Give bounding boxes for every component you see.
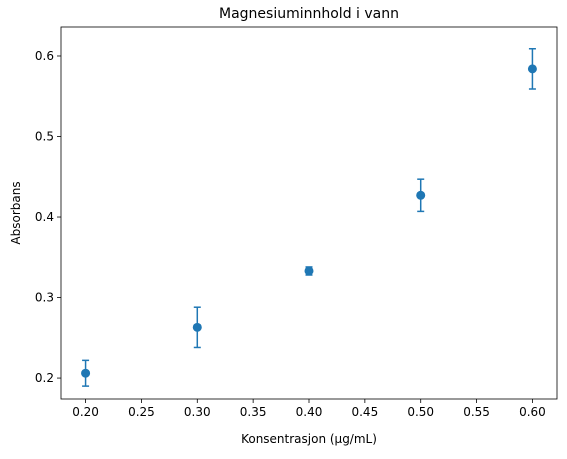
x-tick-label: 0.20 (72, 405, 99, 419)
y-axis-label: Absorbans (9, 181, 23, 244)
x-tick-label: 0.35 (240, 405, 267, 419)
x-tick-label: 0.40 (296, 405, 323, 419)
plot-frame (60, 26, 558, 400)
data-point (527, 64, 537, 74)
y-tick-label: 0.3 (35, 291, 54, 305)
x-tick-label: 0.60 (519, 405, 546, 419)
x-axis-label: Konsentrasjon (μg/mL) (241, 432, 377, 446)
x-tick-label: 0.50 (407, 405, 434, 419)
data-point (81, 368, 91, 378)
data-point (416, 190, 426, 200)
data-point (192, 322, 202, 332)
y-tick-label: 0.5 (35, 130, 54, 144)
x-tick-label: 0.30 (184, 405, 211, 419)
x-tick-label: 0.25 (128, 405, 155, 419)
chart-title: Magnesiuminnhold i vann (219, 6, 399, 22)
x-tick-label: 0.45 (351, 405, 378, 419)
y-tick-label: 0.2 (35, 371, 54, 385)
y-tick-label: 0.4 (35, 210, 54, 224)
x-tick-label: 0.55 (463, 405, 490, 419)
y-tick-label: 0.6 (35, 49, 54, 63)
data-point (304, 266, 314, 276)
